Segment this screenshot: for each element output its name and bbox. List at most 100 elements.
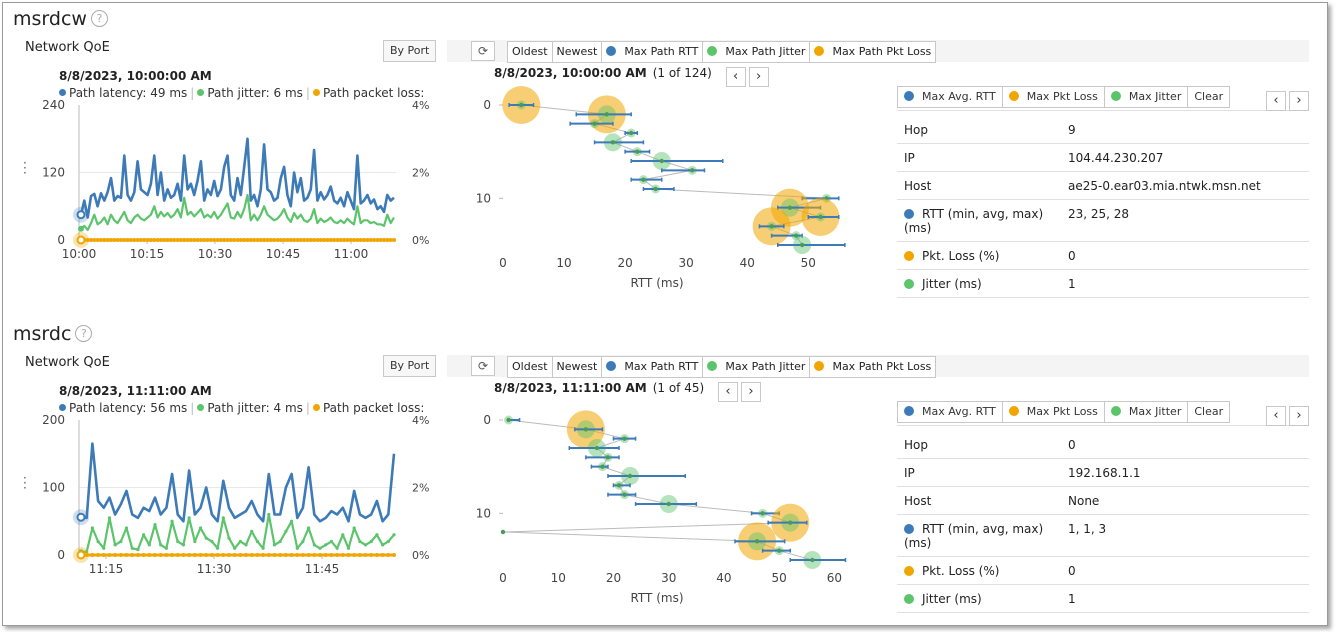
loss-point bbox=[242, 238, 247, 242]
help-icon[interactable]: ? bbox=[90, 10, 108, 27]
refresh-icon[interactable]: ⟳ bbox=[471, 356, 495, 376]
rtt-key: RTT (min, avg, max) (ms) bbox=[897, 200, 1068, 241]
max-jitter-button[interactable]: Max Jitter bbox=[1105, 87, 1189, 107]
jitter-point bbox=[193, 539, 197, 544]
oldest-button[interactable]: Oldest bbox=[508, 42, 553, 62]
hop-prev-button[interactable]: ‹ bbox=[1266, 91, 1286, 111]
max-avg-rtt-button[interactable]: Max Avg. RTT bbox=[898, 402, 1003, 422]
hop-prev-button[interactable]: ‹ bbox=[1266, 406, 1286, 426]
trace-next-button[interactable]: › bbox=[741, 382, 761, 402]
max-pkt-loss-button[interactable]: Max Pkt Loss bbox=[1003, 402, 1105, 422]
jitter-dot-icon bbox=[1110, 406, 1121, 416]
loss-point bbox=[295, 553, 300, 557]
max-avg-rtt-button[interactable]: Max Avg. RTT bbox=[898, 87, 1003, 107]
hop-toolbar: Max Avg. RTT Max Pkt Loss Max Jitter Cle… bbox=[897, 86, 1309, 111]
max-path-jitter-button[interactable]: Max Path Jitter bbox=[703, 357, 811, 377]
x-tick-label: 11:00 bbox=[334, 247, 369, 261]
loss-point bbox=[225, 238, 230, 242]
loss-dot-icon bbox=[814, 361, 825, 371]
loss-point bbox=[152, 238, 157, 242]
trace-prev-button[interactable]: ‹ bbox=[725, 67, 746, 87]
jitter-point bbox=[90, 526, 94, 530]
x-tick-label: 20 bbox=[606, 571, 621, 585]
loss-point bbox=[342, 238, 347, 242]
x-tick-label: 0 bbox=[499, 256, 507, 270]
jitter-point bbox=[386, 539, 390, 544]
loss-point bbox=[325, 238, 330, 242]
clear-button[interactable]: Clear bbox=[1194, 90, 1224, 103]
hop-next-button[interactable]: › bbox=[1289, 406, 1309, 426]
rtt-dot-icon bbox=[904, 209, 914, 219]
hop-row: Hop 9 bbox=[897, 116, 1309, 144]
rtt-value: 1, 1, 3 bbox=[1068, 522, 1107, 536]
loss-point bbox=[338, 238, 343, 242]
y2-tick-label: 4% bbox=[412, 414, 429, 427]
max-path-loss-button[interactable]: Max Path Pkt Loss bbox=[810, 42, 935, 62]
loss-point bbox=[382, 238, 387, 242]
loss-point bbox=[244, 553, 249, 557]
loss-point bbox=[125, 238, 130, 242]
trace-filter-group: Oldest Newest Max Path RTT Max Path Jitt… bbox=[507, 41, 937, 63]
hop-point bbox=[787, 205, 793, 210]
oldest-button[interactable]: Oldest bbox=[508, 357, 553, 377]
trace-prev-button[interactable]: ‹ bbox=[718, 382, 738, 402]
newest-button[interactable]: Newest bbox=[553, 357, 603, 377]
loss-point bbox=[168, 238, 173, 242]
loss-point bbox=[305, 238, 310, 242]
jitter-key-label: Jitter (ms) bbox=[922, 592, 982, 606]
loss-legend-dot bbox=[312, 89, 320, 96]
loss-point bbox=[283, 553, 288, 557]
loss-point bbox=[124, 553, 129, 557]
loss-point bbox=[265, 238, 270, 242]
max-path-loss-button[interactable]: Max Path Pkt Loss bbox=[810, 357, 935, 377]
jitter-point bbox=[119, 539, 123, 544]
jitter-point bbox=[392, 533, 396, 537]
max-path-jitter-button[interactable]: Max Path Jitter bbox=[703, 42, 811, 62]
loss-point bbox=[162, 238, 167, 242]
loss-point bbox=[172, 238, 177, 242]
trace-count: (1 of 45) bbox=[652, 381, 705, 395]
legend-jitter: Path jitter: 4 ms bbox=[207, 401, 303, 415]
loss-key: Pkt. Loss (%) bbox=[897, 557, 1068, 584]
loss-point bbox=[178, 238, 183, 242]
by-port-button[interactable]: By Port bbox=[383, 355, 437, 377]
max-avg-rtt-label: Max Avg. RTT bbox=[922, 405, 996, 418]
legend-loss: Path packet loss: bbox=[322, 401, 425, 415]
loss-point bbox=[335, 553, 340, 557]
host-value: ae25-0.ear03.mia.ntwk.msn.net bbox=[1068, 179, 1261, 193]
newest-button[interactable]: Newest bbox=[553, 42, 603, 62]
legend-jitter: Path jitter: 6 ms bbox=[207, 86, 303, 100]
refresh-icon[interactable]: ⟳ bbox=[471, 41, 495, 61]
ip-row: IP 192.168.1.1 bbox=[897, 459, 1309, 487]
loss-point bbox=[232, 238, 237, 242]
jitter-point bbox=[307, 526, 311, 530]
trace-next-button[interactable]: › bbox=[748, 67, 769, 87]
by-port-button[interactable]: By Port bbox=[383, 40, 437, 62]
help-icon[interactable]: ? bbox=[75, 325, 93, 342]
loss-point bbox=[306, 553, 311, 557]
more-menu-icon[interactable]: · · · bbox=[23, 156, 27, 180]
loss-point bbox=[182, 238, 187, 242]
loss-row: Pkt. Loss (%) 0 bbox=[897, 557, 1309, 585]
hop-next-button[interactable]: › bbox=[1289, 91, 1309, 111]
x-axis-title: RTT (ms) bbox=[630, 591, 683, 605]
rtt-dot-icon bbox=[606, 46, 617, 56]
jitter-dot-icon bbox=[1110, 91, 1121, 101]
x-tick-label: 10 bbox=[556, 256, 571, 270]
loss-point bbox=[340, 553, 345, 557]
max-pkt-loss-button[interactable]: Max Pkt Loss bbox=[1003, 87, 1105, 107]
loss-point bbox=[232, 553, 237, 557]
loss-point bbox=[128, 238, 133, 242]
max-path-rtt-button[interactable]: Max Path RTT bbox=[602, 357, 704, 377]
clear-button[interactable]: Clear bbox=[1194, 405, 1224, 418]
loss-point bbox=[195, 238, 200, 242]
qoe-title: Network QoE bbox=[25, 355, 110, 370]
y-tick-label: 0 bbox=[57, 233, 65, 247]
more-menu-icon[interactable]: · · · bbox=[23, 471, 27, 495]
max-path-rtt-button[interactable]: Max Path RTT bbox=[602, 42, 704, 62]
loss-point bbox=[164, 553, 169, 557]
jitter-cursor bbox=[78, 225, 84, 232]
max-jitter-button[interactable]: Max Jitter bbox=[1105, 402, 1189, 422]
loss-point bbox=[272, 553, 277, 557]
hop-point bbox=[653, 186, 658, 192]
